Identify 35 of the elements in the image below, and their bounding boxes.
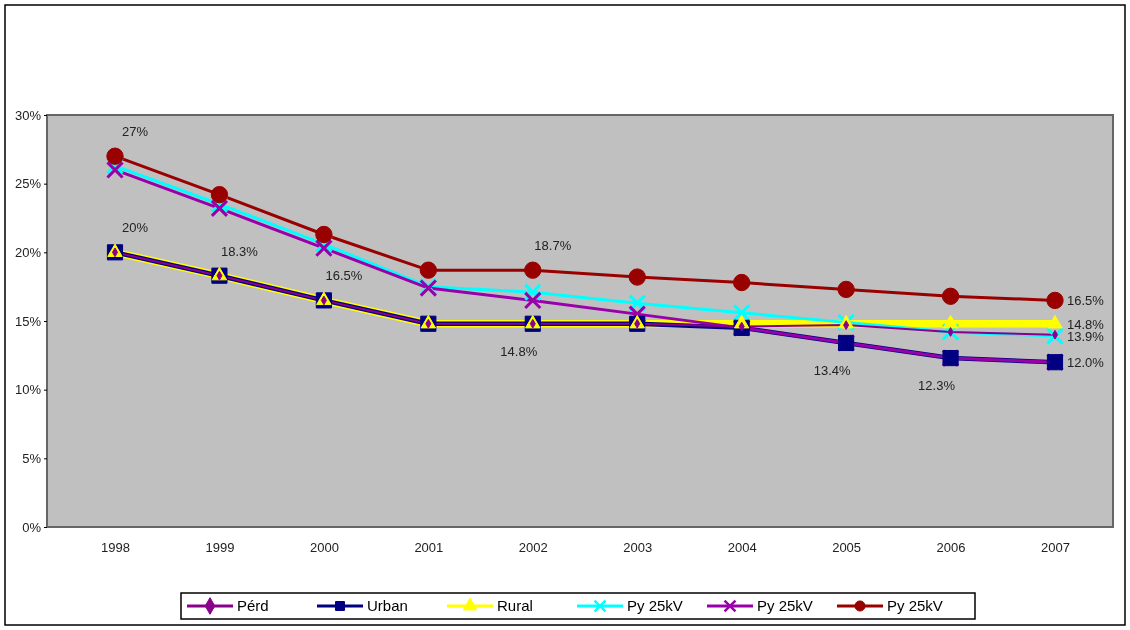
x-tick-label: 2005	[832, 540, 862, 556]
legend-label: Py 25kV	[757, 597, 813, 614]
y-tick-label: 0%	[22, 519, 42, 535]
legend-label: Rural	[497, 597, 533, 614]
data-label: 16.5%	[325, 268, 363, 284]
legend-label: Pérd	[237, 597, 269, 614]
x-tick-label: 2003	[623, 540, 653, 556]
data-label: 18.3%	[221, 243, 259, 259]
legend-label: Py 25kV	[627, 597, 683, 614]
y-tick-label: 15%	[14, 313, 42, 329]
x-tick-label: 2001	[414, 540, 444, 556]
y-tick-label: 10%	[14, 382, 42, 398]
legend-label: Py 25kV	[887, 597, 943, 614]
data-label: 20%	[121, 220, 149, 236]
data-label: 16.5%	[1067, 293, 1105, 309]
data-label: 14.8%	[500, 343, 538, 359]
data-label: 12.3%	[918, 378, 956, 394]
x-tick-label: 1999	[205, 540, 235, 556]
x-tick-label: 2000	[309, 540, 339, 556]
x-tick-label: 2002	[518, 540, 548, 556]
x-tick-label: 2004	[727, 540, 757, 556]
x-tick-label: 2007	[1041, 540, 1070, 556]
y-tick-label: 5%	[22, 450, 42, 466]
data-label: 13.9%	[1067, 329, 1105, 345]
data-label: 27%	[121, 124, 149, 140]
y-tick-label: 20%	[14, 244, 42, 260]
y-tick-label: 25%	[14, 176, 42, 192]
data-label: 18.7%	[534, 238, 572, 254]
y-tick-label: 30%	[14, 107, 42, 123]
data-label: 13.4%	[813, 362, 851, 378]
data-label: 14.8%	[1067, 316, 1105, 332]
x-tick-label: 2006	[936, 540, 966, 556]
legend-label: Urban	[367, 597, 408, 614]
x-tick-label: 1998	[101, 540, 130, 556]
data-label: 12.0%	[1067, 355, 1105, 371]
